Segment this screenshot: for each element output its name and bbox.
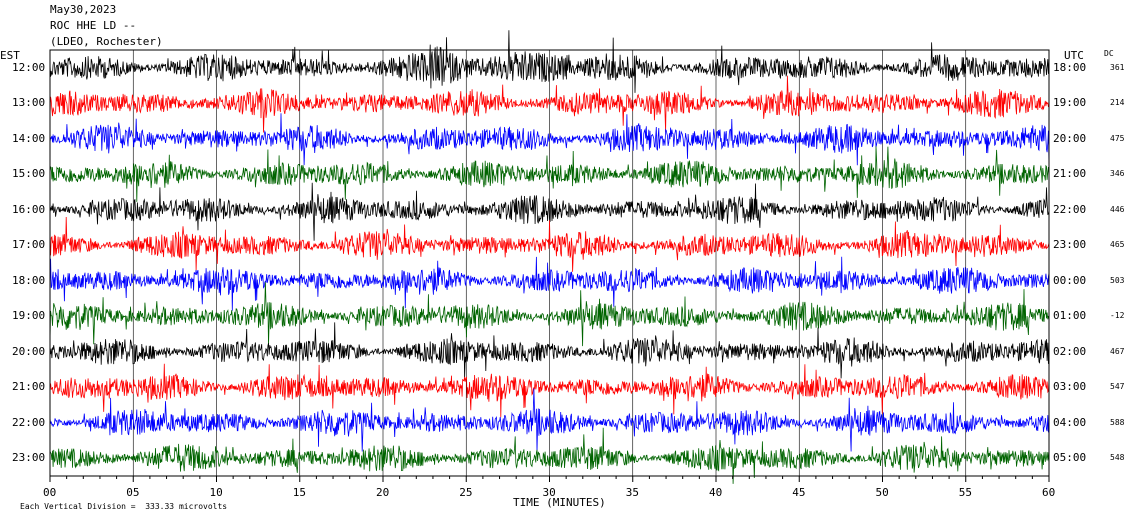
left-hour-label: 20:00	[12, 344, 46, 358]
dc-value: 465	[1110, 240, 1125, 250]
right-hour-label: 22:00	[1053, 202, 1087, 216]
trace-17:00	[49, 216, 1050, 272]
right-hour-label: 21:00	[1053, 167, 1087, 181]
right-hour-label: 00:00	[1053, 273, 1087, 287]
x-tick-label: 55	[958, 486, 972, 499]
x-tick-label: 00	[43, 486, 57, 499]
x-tick-label: 20	[376, 486, 390, 499]
x-axis-title: TIME (MINUTES)	[513, 496, 606, 509]
left-hour-label: 19:00	[12, 309, 46, 323]
trace-19:00	[49, 282, 1050, 347]
left-hour-label: 23:00	[12, 451, 46, 465]
trace-23:00	[49, 427, 1050, 484]
x-tick-label: 15	[292, 486, 306, 499]
dc-value: 475	[1110, 133, 1125, 143]
x-tick-label: 05	[126, 486, 140, 499]
left-hour-label: 13:00	[12, 96, 46, 110]
trace-21:00	[49, 363, 1050, 418]
right-hour-label: 23:00	[1053, 238, 1087, 252]
x-tick-label: 50	[875, 486, 889, 499]
right-hour-label: 04:00	[1053, 415, 1087, 429]
x-tick-label: 10	[209, 486, 223, 499]
dc-value: 547	[1110, 382, 1125, 392]
x-tick-label: 35	[625, 486, 639, 499]
right-hour-label: 20:00	[1053, 131, 1087, 145]
dc-value: 361	[1110, 62, 1125, 72]
header-date: May30,2023	[50, 3, 117, 16]
right-hour-label: 03:00	[1053, 380, 1087, 394]
right-hour-label: 19:00	[1053, 96, 1087, 110]
header-station: ROC HHE LD --	[50, 19, 137, 32]
x-tick-label: 25	[459, 486, 473, 499]
trace-13:00	[49, 75, 1050, 133]
dc-value: 346	[1110, 169, 1125, 179]
left-hour-label: 16:00	[12, 202, 46, 216]
x-tick-label: 60	[1042, 486, 1056, 499]
seismic-traces	[49, 30, 1050, 484]
trace-22:00	[49, 388, 1050, 453]
trace-18:00	[49, 256, 1050, 311]
x-axis-ticks	[49, 476, 1050, 482]
dc-header: DC	[1104, 49, 1114, 58]
right-hour-label: 01:00	[1053, 309, 1087, 323]
trace-16:00	[49, 182, 1050, 241]
x-tick-label: 30	[542, 486, 556, 499]
trace-12:00	[49, 30, 1050, 93]
x-tick-label: 40	[709, 486, 723, 499]
header-network: (LDEO, Rochester)	[50, 35, 163, 48]
scale-footer: Each Vertical Division = 333.33 microvol…	[20, 502, 228, 511]
right-hour-label: 02:00	[1053, 344, 1087, 358]
left-hour-label: 18:00	[12, 273, 46, 287]
right-timezone-label: UTC	[1064, 49, 1084, 62]
dc-value: 588	[1110, 417, 1125, 427]
trace-15:00	[49, 146, 1050, 202]
left-timezone-label: EST	[0, 49, 20, 62]
right-hour-label: 18:00	[1053, 60, 1087, 74]
dc-value: -12	[1110, 311, 1125, 321]
left-hour-label: 17:00	[12, 238, 46, 252]
dc-value: 467	[1110, 346, 1125, 356]
left-hour-label: 15:00	[12, 167, 46, 181]
left-hour-label: 12:00	[12, 60, 46, 74]
trace-14:00	[49, 113, 1050, 166]
dc-value: 446	[1110, 204, 1125, 214]
trace-20:00	[49, 322, 1050, 379]
x-tick-label: 45	[792, 486, 806, 499]
right-hour-label: 05:00	[1053, 451, 1087, 465]
dc-value: 548	[1110, 453, 1125, 463]
dc-value: 503	[1110, 275, 1125, 285]
left-hour-label: 14:00	[12, 131, 46, 145]
left-hour-label: 21:00	[12, 380, 46, 394]
dc-value: 214	[1110, 98, 1125, 108]
left-hour-label: 22:00	[12, 415, 46, 429]
